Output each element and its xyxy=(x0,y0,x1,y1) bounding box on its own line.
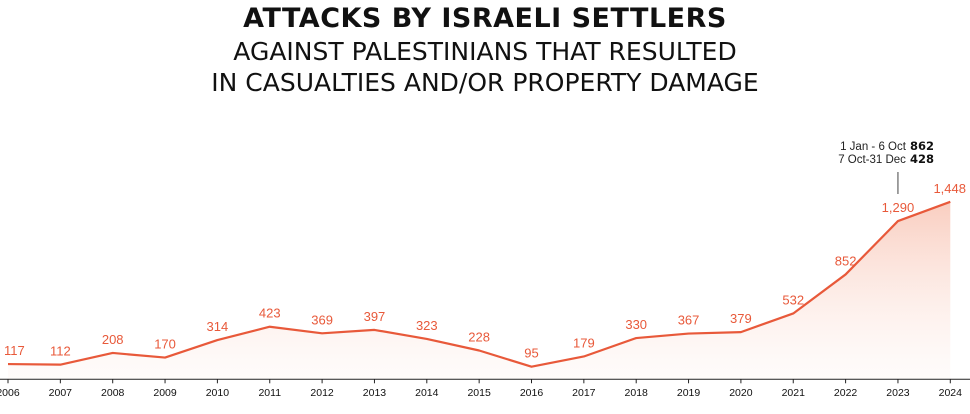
x-tick-label: 2013 xyxy=(363,387,387,399)
x-tick-label: 2018 xyxy=(625,387,649,399)
data-label: 1,290 xyxy=(882,200,915,215)
x-tick-label: 2006 xyxy=(0,387,20,399)
data-label: 423 xyxy=(259,306,281,321)
data-label: 95 xyxy=(524,346,538,361)
x-tick-label: 2011 xyxy=(258,387,281,399)
data-label: 170 xyxy=(154,337,176,352)
x-tick-label: 2016 xyxy=(520,387,544,399)
data-label: 532 xyxy=(782,292,804,307)
data-label: 397 xyxy=(364,309,386,324)
x-tick-label: 2009 xyxy=(153,387,177,399)
annotation-value: 428 xyxy=(910,152,934,166)
x-tick-label: 2019 xyxy=(677,387,701,399)
data-label: 314 xyxy=(207,319,229,334)
data-label: 369 xyxy=(311,312,333,327)
series-area xyxy=(8,201,951,379)
data-label: 179 xyxy=(573,335,595,350)
annotation-label: 1 Jan - 6 Oct xyxy=(840,141,907,153)
chart-subtitle-line-2: IN CASUALTIES AND/OR PROPERTY DAMAGE xyxy=(211,68,759,97)
data-label: 323 xyxy=(416,318,438,333)
x-tick-label: 2021 xyxy=(782,387,806,399)
x-tick-label: 2014 xyxy=(415,387,439,399)
chart-subtitle-line-1: AGAINST PALESTINIANS THAT RESULTED xyxy=(233,37,737,66)
annotation-value: 862 xyxy=(910,139,934,153)
x-tick-label: 2022 xyxy=(834,387,858,399)
data-label: 112 xyxy=(50,344,71,359)
data-label: 208 xyxy=(102,332,124,347)
data-label: 228 xyxy=(468,330,490,345)
annotation-label: 7 Oct-31 Dec xyxy=(838,154,906,166)
x-tick-label: 2010 xyxy=(206,387,230,399)
data-label: 367 xyxy=(678,313,700,328)
x-tick-label: 2012 xyxy=(310,387,334,399)
x-tick-label: 2020 xyxy=(729,387,753,399)
data-label: 117 xyxy=(4,343,25,358)
chart-title: ATTACKS BY ISRAELI SETTLERS xyxy=(243,3,727,34)
x-tick-label: 2024 xyxy=(939,387,963,399)
x-tick-label: 2007 xyxy=(49,387,73,399)
data-label: 852 xyxy=(835,253,857,268)
x-tick-label: 2015 xyxy=(467,387,491,399)
series-line xyxy=(7,200,951,368)
data-label: 330 xyxy=(625,317,647,332)
x-tick-label: 2017 xyxy=(572,387,596,399)
title-block: ATTACKS BY ISRAELI SETTLERS AGAINST PALE… xyxy=(0,0,970,98)
data-label: 379 xyxy=(730,311,752,326)
x-tick-label: 2023 xyxy=(886,387,910,399)
data-label: 1,448 xyxy=(933,181,966,196)
x-tick-label: 2008 xyxy=(101,387,125,399)
